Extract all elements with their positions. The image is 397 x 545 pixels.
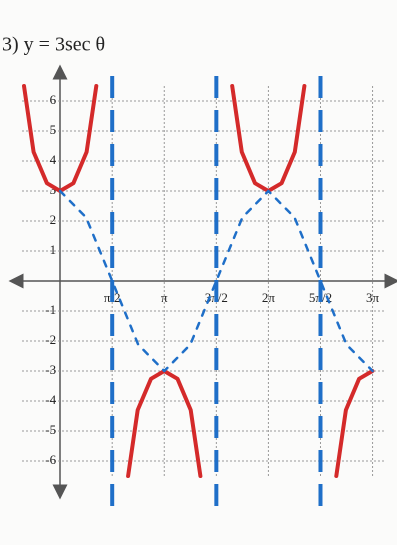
x-tick-label: π [161,290,168,305]
y-tick-label: -5 [45,422,56,437]
y-tick-label: -6 [45,452,56,467]
y-tick-label: -2 [45,332,56,347]
y-tick-label: 2 [50,212,57,227]
y-tick-label: 4 [50,152,57,167]
y-tick-label: -1 [45,302,56,317]
y-tick-label: -3 [45,362,56,377]
x-tick-label: 2π [262,290,276,305]
y-tick-label: 5 [50,122,57,137]
chart-title: 3) y = 3sec θ [2,34,105,56]
y-tick-label: 1 [50,242,57,257]
chart: 3) y = 3sec θ -6-5-4-3-2-1123456π/2π3π/2… [0,0,397,545]
y-tick-label: -4 [45,392,56,407]
x-tick-label: 3π [366,290,380,305]
y-tick-label: 6 [50,92,57,107]
